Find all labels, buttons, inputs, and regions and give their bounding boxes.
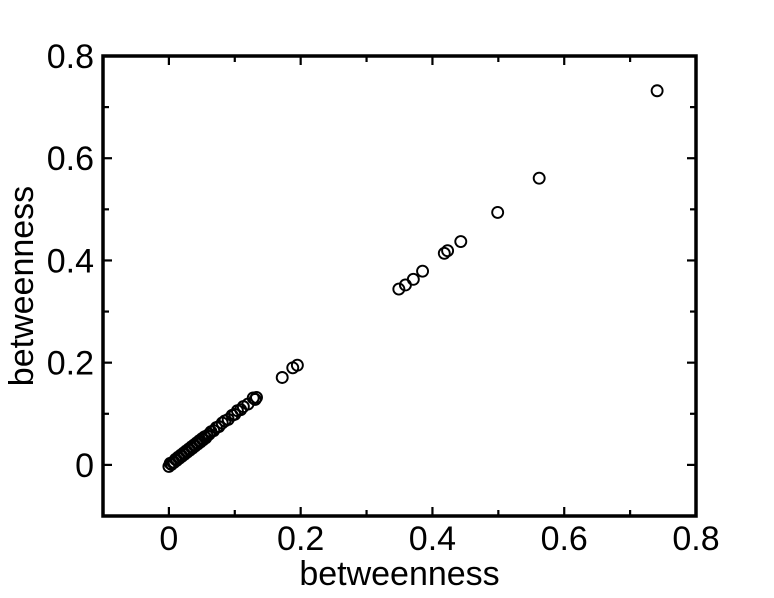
axis-ticks <box>103 54 698 516</box>
data-point <box>275 371 289 384</box>
x-tick-label: 0.8 <box>672 520 719 558</box>
data-point <box>491 205 505 219</box>
y-tick-label: 0 <box>75 447 94 485</box>
data-point <box>454 235 468 248</box>
data-point <box>392 282 406 296</box>
x-tick-label: 0.6 <box>541 520 588 558</box>
y-tick-label: 0.6 <box>47 140 94 178</box>
x-tick-label: 0.4 <box>409 520 456 558</box>
y-tick-label: 0.2 <box>47 345 94 383</box>
data-point <box>290 358 304 372</box>
data-points <box>162 84 664 473</box>
y-tick-label: 0.4 <box>47 242 94 280</box>
y-tick-label: 0.8 <box>47 38 94 76</box>
data-point <box>250 390 263 404</box>
data-point <box>650 84 664 98</box>
data-point <box>416 264 430 278</box>
x-tick-label: 0.2 <box>277 520 324 558</box>
y-axis-label: betweenness <box>3 186 41 386</box>
data-point <box>437 246 451 260</box>
x-tick-label: 0 <box>159 520 178 558</box>
axis-tick-labels: 0 0 0.2 0.2 0.4 0.4 0.6 0.6 0.8 0.8 <box>47 38 720 558</box>
x-axis-label: betweenness <box>299 555 499 593</box>
data-point <box>441 244 455 258</box>
data-point <box>406 272 420 286</box>
data-point <box>532 171 546 185</box>
